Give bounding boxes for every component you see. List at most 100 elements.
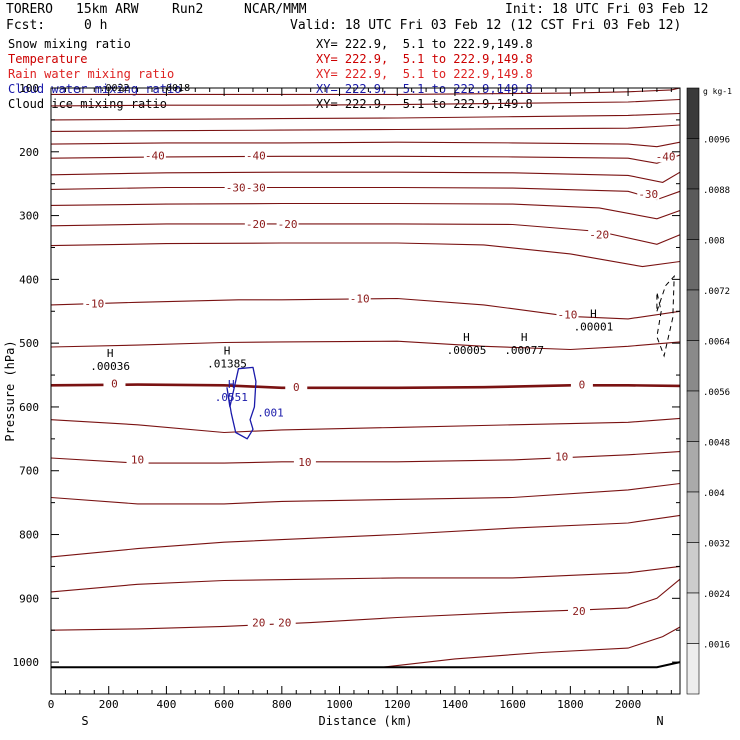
temperature-contour bbox=[50, 186, 681, 201]
colorbar-swatch bbox=[686, 592, 700, 644]
contour-label-bg bbox=[637, 187, 660, 200]
x-tick-label: 200 bbox=[99, 698, 119, 711]
temperature-contour-label: 20 bbox=[252, 617, 265, 630]
x-tick-label: 1200 bbox=[384, 698, 411, 711]
high-marker: H bbox=[521, 331, 528, 344]
field-xy-temperature: XY= 222.9, 5.1 to 222.9,149.8 bbox=[316, 52, 533, 66]
colorbar-swatch bbox=[686, 643, 700, 695]
high-marker: H bbox=[590, 308, 597, 321]
high-value: .00077 bbox=[504, 344, 544, 357]
x-tick-label: 1000 bbox=[326, 698, 353, 711]
temperature-contour-label: -20 bbox=[589, 229, 609, 242]
temperature-contour bbox=[50, 223, 681, 245]
colorbar-swatch bbox=[686, 188, 700, 240]
field-xy-snow: XY= 222.9, 5.1 to 222.9,149.8 bbox=[316, 37, 533, 51]
temperature-contour bbox=[50, 141, 681, 148]
colorbar-swatch bbox=[686, 491, 700, 543]
contour-label-bg bbox=[244, 181, 267, 194]
field-xy-rain: XY= 222.9, 5.1 to 222.9,149.8 bbox=[316, 67, 533, 81]
temperature-contour-label: 0 bbox=[579, 379, 586, 392]
contour-label-bg bbox=[285, 381, 308, 394]
contour-label-bg bbox=[273, 616, 296, 629]
fcst-label: Fcst: bbox=[6, 18, 46, 33]
contour-label-bg bbox=[293, 455, 316, 468]
field-label-temperature: Temperature bbox=[8, 52, 88, 66]
temperature-contour-label: -10 bbox=[558, 308, 578, 321]
temperature-contour bbox=[50, 154, 681, 164]
temperature-contour-label: -40 bbox=[656, 150, 676, 163]
temperature-contour bbox=[50, 124, 681, 132]
model-name: TORERO bbox=[6, 2, 53, 17]
contour-label-bg bbox=[348, 292, 371, 305]
colorbar-label: .0088 bbox=[703, 186, 730, 196]
y-tick-label: 400 bbox=[19, 273, 39, 286]
contour-label-bg bbox=[103, 377, 126, 390]
run-label: Run2 bbox=[172, 2, 204, 17]
contour-label-bg bbox=[550, 450, 573, 463]
contour-label-bg bbox=[244, 217, 267, 230]
plot-frame bbox=[50, 87, 681, 695]
colorbar-swatch bbox=[686, 138, 700, 190]
temperature-contour-label: 20 bbox=[572, 605, 585, 618]
x-tick-label: 1400 bbox=[442, 698, 469, 711]
colorbar-label: .0032 bbox=[703, 540, 730, 550]
colorbar-label: .0056 bbox=[703, 388, 730, 398]
colorbar-swatch bbox=[686, 390, 700, 442]
field-label-cloud-ice: Cloud ice mixing ratio bbox=[8, 97, 167, 111]
contour-label-bg bbox=[224, 181, 247, 194]
high-marker: H bbox=[228, 378, 235, 391]
temperature-contour-label: 0 bbox=[111, 377, 118, 390]
temperature-contour-label: -10 bbox=[84, 298, 104, 311]
init-time: Init: 18 UTC Fri 03 Feb 12 bbox=[505, 2, 709, 17]
colorbar-unit: g kg-1 bbox=[703, 87, 732, 96]
north-label: N bbox=[656, 714, 663, 728]
high-value: .01385 bbox=[207, 358, 247, 371]
temperature-contour-label: -30 bbox=[638, 188, 658, 201]
valid-time: Valid: 18 UTC Fri 03 Feb 12 (12 CST Fri … bbox=[290, 18, 682, 33]
colorbar-label: .0016 bbox=[703, 641, 730, 651]
temperature-contour-label: -10 bbox=[350, 293, 370, 306]
temperature-contour bbox=[382, 626, 681, 668]
x-tick-label: 2000 bbox=[615, 698, 642, 711]
x-tick-label: 0 bbox=[48, 698, 55, 711]
org-label: NCAR/MMM bbox=[244, 2, 307, 17]
y-tick-label: 500 bbox=[19, 337, 39, 350]
colorbar-label: .0024 bbox=[703, 590, 730, 600]
colorbar-label: .0064 bbox=[703, 338, 730, 348]
temperature-contour bbox=[50, 202, 681, 220]
x-axis-label: Distance (km) bbox=[319, 714, 413, 728]
temperature-contour bbox=[50, 171, 681, 183]
extreme-marks: H.00036H.01385H.0551H.00005H.00077H.0000… bbox=[90, 83, 613, 404]
temperature-contour bbox=[50, 451, 681, 464]
x-tick-label: 1800 bbox=[557, 698, 584, 711]
plot-border bbox=[50, 87, 681, 695]
y-tick-label: 1000 bbox=[13, 656, 40, 669]
y-tick-label: 100 bbox=[19, 82, 39, 95]
high-value: .00001 bbox=[574, 321, 614, 334]
temperature-contour-label: -40 bbox=[246, 150, 266, 163]
contour-layer: -40 -40 -40-30 -30 -30-20 -20-20-10 -10-100 0 01… bbox=[50, 87, 681, 669]
contour-label-bg bbox=[143, 149, 166, 162]
temperature-contour bbox=[51, 87, 681, 95]
temperature-contour bbox=[50, 297, 681, 320]
cloud-ice-contour bbox=[656, 274, 675, 358]
high-marker: H bbox=[107, 347, 114, 360]
contour-label-bg bbox=[247, 616, 270, 629]
temperature-contour-label: 10 bbox=[298, 456, 311, 469]
temperature-contour-label: -30 bbox=[246, 182, 266, 195]
field-label-rain: Rain water mixing ratio bbox=[8, 67, 175, 81]
temperature-contour bbox=[50, 242, 681, 268]
contour-label-bg bbox=[654, 150, 677, 163]
temperature-contour bbox=[50, 98, 681, 107]
temperature-contour-label: 10 bbox=[555, 451, 568, 464]
temperature-contour bbox=[50, 383, 681, 390]
x-tick-label: 600 bbox=[214, 698, 234, 711]
contour-label-bg bbox=[556, 308, 579, 321]
low-value: .0022 bbox=[99, 83, 129, 94]
high-value: .00005 bbox=[447, 344, 487, 357]
axes: 0 200 400 600 800 1000 1200 1400 1600 1800 2000100… bbox=[3, 82, 680, 728]
x-tick-label: 1600 bbox=[499, 698, 526, 711]
temperature-contour bbox=[50, 514, 681, 558]
low-value: .0018 bbox=[160, 83, 190, 94]
